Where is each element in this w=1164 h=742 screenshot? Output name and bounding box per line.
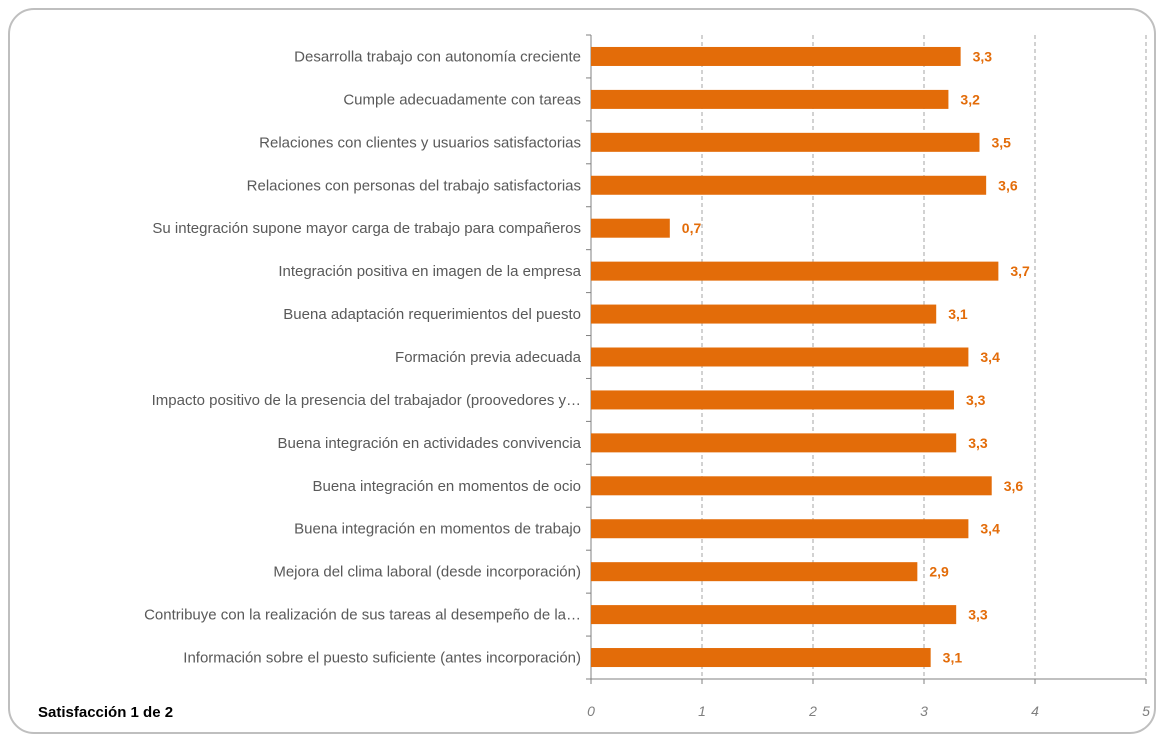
data-label: 3,1 [943, 650, 963, 666]
data-label: 0,7 [682, 220, 702, 236]
category-label: Cumple adecuadamente con tareas [343, 91, 581, 108]
x-tick-label: 0 [587, 703, 595, 719]
category-label: Formación previa adecuada [395, 349, 582, 366]
category-label: Contribuye con la realización de sus tar… [144, 607, 581, 624]
bar [591, 390, 954, 410]
bar [591, 304, 937, 324]
data-label: 3,3 [968, 607, 988, 623]
category-label: Buena integración en momentos de ocio [312, 478, 581, 495]
bar [591, 175, 987, 195]
bar [591, 476, 992, 496]
data-label: 3,3 [973, 48, 993, 64]
data-label: 3,1 [948, 306, 968, 322]
bar [591, 562, 918, 582]
x-tick-label: 5 [1142, 703, 1150, 719]
category-label: Impacto positivo de la presencia del tra… [152, 392, 581, 409]
category-label: Integración positiva en imagen de la emp… [278, 263, 581, 280]
data-label: 3,2 [960, 91, 980, 107]
data-label: 3,6 [998, 177, 1018, 193]
chart-frame [8, 8, 1156, 734]
chart-title: Satisfacción 1 de 2 [38, 704, 174, 721]
category-label: Relaciones con clientes y usuarios satis… [259, 134, 581, 151]
bar [591, 648, 931, 668]
bar [591, 89, 949, 109]
category-label: Relaciones con personas del trabajo sati… [247, 177, 581, 194]
category-label: Información sobre el puesto suficiente (… [183, 650, 581, 667]
category-label: Mejora del clima laboral (desde incorpor… [273, 564, 581, 581]
data-label: 3,4 [980, 521, 1000, 537]
bar [591, 218, 670, 238]
category-label: Su integración supone mayor carga de tra… [152, 220, 581, 237]
data-label: 2,9 [929, 564, 949, 580]
bar [591, 132, 980, 152]
x-tick-label: 2 [808, 703, 817, 719]
bar [591, 347, 969, 367]
bars [591, 46, 999, 668]
bar [591, 46, 961, 66]
x-tick-label: 3 [920, 703, 928, 719]
bar [591, 261, 999, 281]
data-label: 3,7 [1010, 263, 1030, 279]
data-label: 3,6 [1004, 478, 1024, 494]
labels: 0 1 2 3 4 5 Desarrolla trabajo con autonomía c… [144, 48, 1150, 719]
data-label: 3,5 [992, 134, 1012, 150]
bar [591, 519, 969, 539]
data-label: 3,4 [980, 349, 1000, 365]
data-label: 3,3 [968, 435, 988, 451]
x-tick-label: 1 [698, 703, 706, 719]
category-label: Desarrolla trabajo con autonomía crecien… [294, 48, 581, 65]
category-label: Buena integración en actividades convive… [277, 435, 581, 452]
category-label: Buena adaptación requerimientos del pues… [283, 306, 581, 323]
data-label: 3,3 [966, 392, 986, 408]
bar [591, 433, 957, 453]
category-label: Buena integración en momentos de trabajo [294, 521, 581, 538]
x-tick-label: 4 [1031, 703, 1039, 719]
bar [591, 605, 957, 625]
